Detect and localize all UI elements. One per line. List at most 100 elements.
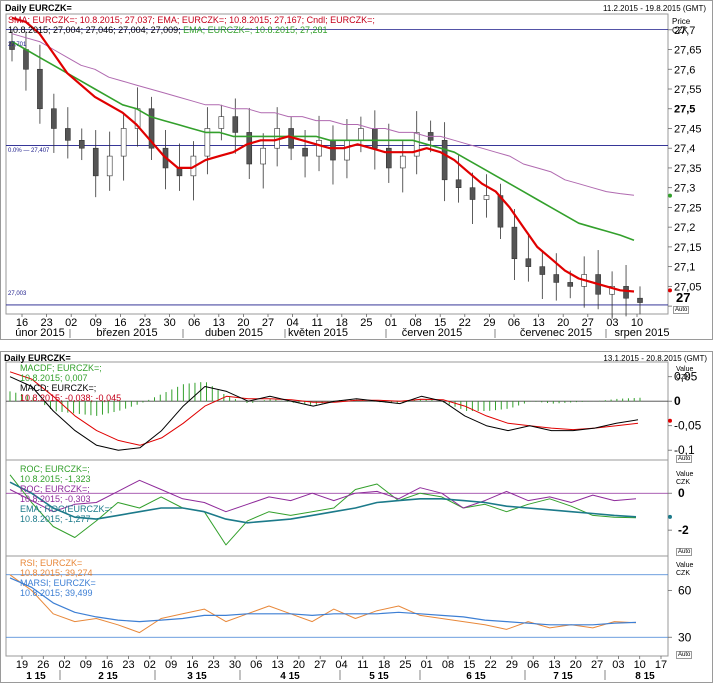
price-y-tick-label: 27,45 — [674, 123, 702, 135]
candle-body — [511, 226, 518, 260]
marsi-line — [9, 577, 637, 626]
candle-body — [372, 128, 378, 149]
bottom-x-day-label: 30 — [229, 659, 241, 671]
price-x-day-label: 16 — [114, 317, 126, 329]
macd-y-tick-label: -0,1 — [674, 443, 695, 457]
price-x-day-label: 29 — [483, 317, 495, 329]
roc-slow-line — [9, 479, 637, 513]
bottom-x-day-label: 25 — [399, 659, 411, 671]
bottom-x-day-label: 16 — [186, 659, 198, 671]
candle-body — [385, 147, 392, 169]
bottom-x-day-label: 15 — [463, 659, 475, 671]
candle-body — [120, 128, 127, 157]
price-auto-button[interactable]: Auto — [673, 306, 690, 314]
bottom-x-day-label: 02 — [144, 659, 156, 671]
price-x-day-label: 23 — [40, 317, 52, 329]
legend-ema-slow: EMA; EURCZK=; 10.8.2015; 27,281 — [183, 25, 328, 35]
price-x-month-label: červen 2015 — [402, 327, 463, 339]
price-x-day-label: 03 — [606, 317, 618, 329]
roc-slow-legend-value: 10.8.2015; -0,303 — [20, 494, 91, 504]
candle-body — [483, 195, 490, 200]
bottom-x-day-label: 01 — [421, 659, 433, 671]
price-x-day-label: 20 — [557, 317, 569, 329]
candle-body — [92, 147, 99, 177]
rsi-plot-area — [5, 555, 669, 657]
rsi-y-tick-label: 60 — [678, 583, 692, 597]
marsi-legend-name: MARSI; EURCZK= — [20, 578, 96, 588]
bottom-x-day-label: 26 — [37, 659, 49, 671]
candle-body — [316, 140, 322, 157]
price-x-day-label: 18 — [336, 317, 348, 329]
candle-body — [344, 140, 350, 161]
price-x-month-label: duben 2015 — [205, 327, 263, 339]
candle-body — [204, 128, 211, 157]
candle-body — [441, 140, 448, 181]
candle-body — [232, 116, 239, 133]
roc-ema-legend-name: EMA; ROC(EURCZK=; — [20, 504, 113, 514]
price-y-tick-label: 27,25 — [674, 202, 702, 214]
rsi-axis-title-2: CZK — [676, 570, 690, 577]
candle-body — [176, 167, 183, 177]
price-y-tick-label: 27,5 — [674, 104, 695, 116]
roc-plot: 0 -2 — [6, 474, 689, 546]
price-x-month-label: srpen 2015 — [614, 327, 669, 339]
candle-body — [78, 140, 85, 149]
price-x-day-label: 22 — [459, 317, 471, 329]
macd-plot-area — [5, 361, 669, 461]
price-y-tick-label: 27,3 — [674, 183, 695, 195]
bottom-x-day-label: 27 — [314, 659, 326, 671]
candle-body — [525, 258, 532, 267]
bottom-x-day-label: 16 — [101, 659, 113, 671]
candle-body — [399, 155, 406, 169]
price-y-axis: 27,7 27,65 27,6 27,55 27,5 27,45 27,4 27,35 27,3… — [668, 25, 702, 307]
candle-body — [469, 187, 476, 200]
price-x-day-label: 09 — [90, 317, 102, 329]
price-x-day-label: 13 — [532, 317, 544, 329]
legend-candle-values: 10.8.2015; 27,004; 27,046; 27,004; 27,00… — [8, 25, 181, 35]
price-x-day-label: 11 — [311, 317, 322, 329]
price-y-tick-label: 27,35 — [674, 163, 702, 175]
bottom-x-day-label: 11 — [357, 659, 368, 671]
price-y-tick-label: 27,55 — [674, 84, 702, 96]
price-x-month-label: březen 2015 — [96, 327, 157, 339]
price-x-day-label: 10 — [631, 317, 643, 329]
macd-legend-name: MACD; EURCZK=; — [20, 383, 97, 393]
bottom-x-day-label: 09 — [165, 659, 177, 671]
rsi-legend: RSI; EURCZK= 10.8.2015; 39,274 MARSI; EU… — [20, 558, 96, 598]
price-x-day-label: 06 — [188, 317, 200, 329]
candle-body — [260, 147, 267, 165]
bottom-x-day-label: 20 — [570, 659, 582, 671]
ema-fast-line — [11, 33, 635, 196]
macd-plot: 0,05 0 -0,05 -0,1 — [6, 370, 702, 457]
sma-line — [11, 16, 635, 293]
price-x-day-label: 16 — [16, 317, 28, 329]
candle-body — [37, 68, 43, 110]
candle-body — [65, 128, 71, 141]
price-x-month-label: červenec 2015 — [520, 327, 592, 339]
bottom-x-month-label: 2 15 — [98, 671, 118, 682]
macd-y-tick-label: -0,05 — [674, 419, 702, 433]
macd-line — [9, 376, 639, 451]
roc-y-tick-label: -2 — [678, 523, 689, 537]
bottom-x-day-label: 02 — [58, 659, 70, 671]
roc-ema-line — [9, 481, 637, 524]
price-chart-date-range: 11.2.2015 - 19.8.2015 (GMT) — [602, 4, 706, 13]
bottom-x-day-label: 06 — [250, 659, 262, 671]
candle-body — [330, 140, 336, 161]
bottom-x-day-label: 03 — [612, 659, 624, 671]
price-y-tick-label: 27,2 — [674, 222, 695, 234]
price-x-day-label: 13 — [213, 317, 225, 329]
candle-body — [358, 128, 364, 141]
price-plot — [6, 16, 668, 319]
macd-auto-button[interactable]: Auto — [676, 455, 693, 463]
macdf-legend-name: MACDF; EURCZK=; — [20, 363, 102, 373]
price-x-day-label: 08 — [409, 317, 421, 329]
price-x-day-label: 27 — [582, 317, 594, 329]
roc-fast-legend-value: 10.8.2015; -1,323 — [20, 474, 91, 484]
rsi-auto-button[interactable]: Auto — [676, 651, 693, 659]
macd-axis-title-2: CZK — [676, 374, 690, 381]
price-plot-area — [5, 13, 669, 315]
price-y-tick-label: 27,6 — [674, 64, 695, 76]
candle-body — [218, 116, 225, 129]
roc-auto-button[interactable]: Auto — [676, 548, 693, 556]
